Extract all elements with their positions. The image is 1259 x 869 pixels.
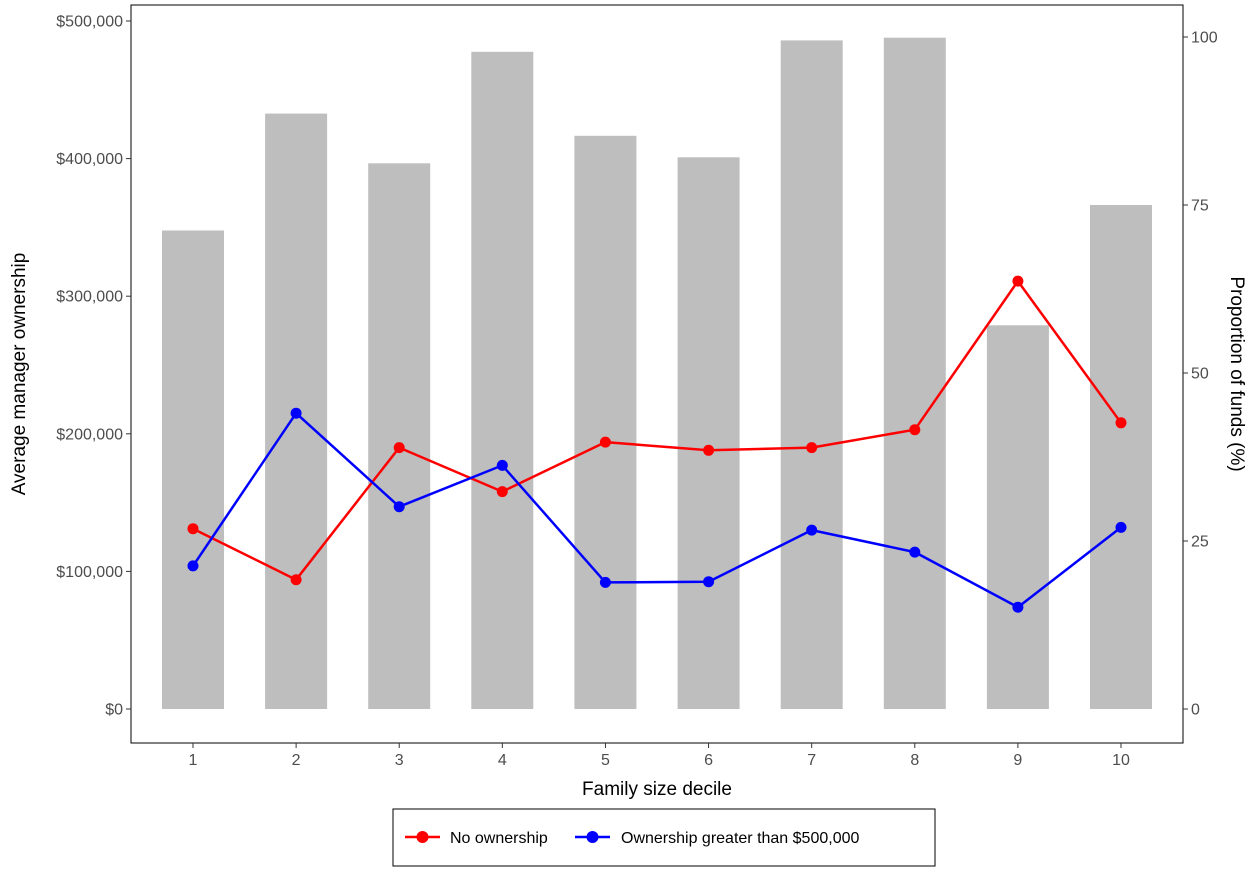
y2-tick-label: 50 — [1191, 366, 1209, 383]
point-ownership-over-500k-9 — [1012, 601, 1024, 613]
y2-tick-label: 25 — [1191, 534, 1209, 551]
bar-decile-5 — [574, 135, 637, 710]
bar-decile-7 — [780, 40, 843, 709]
y-tick-label: $500,000 — [56, 14, 123, 31]
point-ownership-over-500k-2 — [290, 407, 302, 419]
legend: No ownership Ownership greater than $500… — [392, 808, 936, 867]
y-axis-right: 0 25 50 75 100 — [1183, 30, 1218, 719]
point-no-ownership-4 — [496, 486, 508, 498]
point-no-ownership-10 — [1115, 417, 1127, 429]
bar-decile-4 — [471, 51, 534, 710]
point-no-ownership-8 — [909, 424, 921, 436]
point-no-ownership-9 — [1012, 275, 1024, 287]
point-no-ownership-2 — [290, 574, 302, 586]
x-tick-label: 8 — [910, 752, 919, 769]
point-ownership-over-500k-1 — [187, 560, 199, 572]
legend-label-no-ownership: No ownership — [450, 830, 548, 847]
point-ownership-over-500k-6 — [703, 576, 715, 588]
x-axis: 1 2 3 4 5 6 7 8 9 10 — [189, 743, 1130, 769]
bar-decile-3 — [368, 163, 431, 710]
y2-tick-label: 75 — [1191, 198, 1209, 215]
x-tick-label: 5 — [601, 752, 610, 769]
bar-decile-6 — [677, 157, 740, 710]
legend-label-ownership: Ownership greater than $500,000 — [621, 830, 859, 847]
y2-tick-label: 0 — [1191, 702, 1200, 719]
bar-decile-1 — [162, 230, 224, 709]
x-axis-title: Family size decile — [582, 779, 732, 800]
y-tick-label: $100,000 — [56, 564, 123, 581]
y-tick-label: $300,000 — [56, 289, 123, 306]
y-axis-left: $0 $100,000 $200,000 $300,000 $400,000 $500,0… — [56, 14, 131, 719]
point-no-ownership-7 — [806, 442, 818, 454]
x-tick-label: 1 — [189, 752, 198, 769]
point-ownership-over-500k-8 — [909, 546, 921, 558]
x-tick-label: 10 — [1112, 752, 1130, 769]
legend-box — [392, 808, 936, 867]
y-axis-title: Average manager ownership — [9, 253, 30, 496]
series-line-no-ownership — [192, 279, 1123, 581]
x-tick-label: 7 — [807, 752, 816, 769]
y-tick-label: $0 — [105, 702, 123, 719]
x-tick-label: 3 — [395, 752, 404, 769]
plot-panel-border — [130, 4, 1184, 744]
series-line-ownership-over-500k — [191, 411, 1122, 609]
y-tick-label: $200,000 — [56, 426, 123, 443]
point-no-ownership-1 — [187, 523, 199, 535]
point-ownership-over-500k-5 — [599, 576, 611, 588]
bar-decile-8 — [883, 37, 946, 709]
point-ownership-over-500k-3 — [393, 501, 405, 513]
point-no-ownership-3 — [393, 442, 405, 454]
bar-decile-10 — [1090, 205, 1152, 709]
lines-layer — [191, 279, 1123, 609]
x-tick-label: 4 — [498, 752, 507, 769]
y-tick-label: $400,000 — [56, 151, 123, 168]
y2-tick-label: 100 — [1191, 30, 1218, 47]
x-tick-label: 9 — [1013, 752, 1022, 769]
point-ownership-over-500k-4 — [496, 459, 508, 471]
bars-layer — [162, 37, 1152, 710]
point-ownership-over-500k-10 — [1115, 521, 1127, 533]
points-layer — [187, 275, 1127, 613]
legend-key-no-ownership-point — [416, 831, 429, 843]
point-no-ownership-5 — [599, 436, 611, 448]
y2-axis-title: Proportion of funds (%) — [1226, 276, 1247, 471]
x-tick-label: 6 — [704, 752, 713, 769]
bar-decile-9 — [986, 325, 1049, 709]
point-ownership-over-500k-7 — [806, 524, 818, 536]
x-tick-label: 2 — [292, 752, 301, 769]
legend-key-ownership-point — [586, 831, 599, 843]
point-no-ownership-6 — [703, 444, 715, 456]
